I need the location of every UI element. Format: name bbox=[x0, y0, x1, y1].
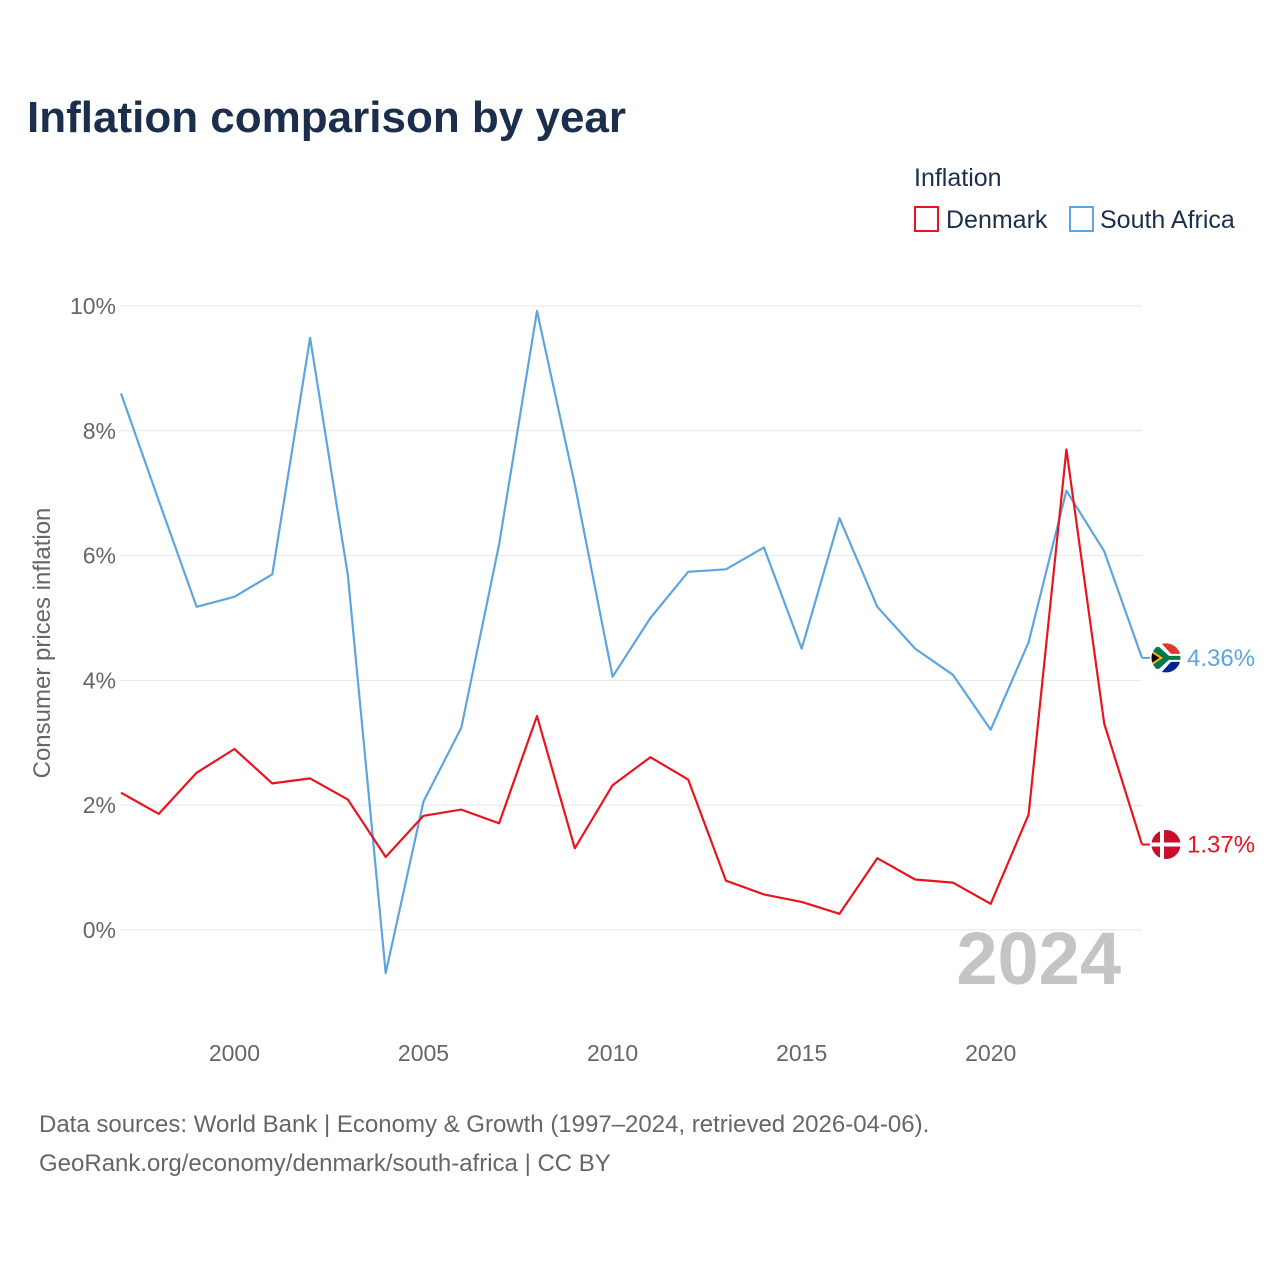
denmark-flag-icon bbox=[1150, 829, 1182, 861]
y-axis-ticks: 0% 2% 4% 6% 8% 10% bbox=[70, 293, 116, 943]
legend-title: Inflation bbox=[914, 164, 1002, 192]
legend: Inflation Denmark South Africa bbox=[914, 164, 1235, 234]
end-markers: 4.36% 1.37% bbox=[1150, 642, 1255, 861]
y-tick-label: 2% bbox=[83, 792, 116, 818]
url-line: GeoRank.org/economy/denmark/south-africa… bbox=[39, 1150, 611, 1177]
y-tick-label: 0% bbox=[83, 917, 116, 943]
x-tick-label: 2020 bbox=[965, 1040, 1016, 1066]
legend-item-south-africa[interactable]: South Africa bbox=[1069, 206, 1235, 234]
series-lines bbox=[119, 309, 1150, 975]
series-line-south-africa[interactable] bbox=[119, 309, 1144, 975]
chart-title: Inflation comparison by year bbox=[27, 93, 626, 142]
legend-label-south-africa: South Africa bbox=[1100, 206, 1235, 234]
x-tick-label: 2015 bbox=[776, 1040, 827, 1066]
year-watermark: 2024 bbox=[956, 917, 1121, 1000]
y-tick-label: 8% bbox=[83, 418, 116, 444]
legend-swatch-south-africa bbox=[1069, 206, 1094, 232]
source-line: Data sources: World Bank | Economy & Gro… bbox=[39, 1111, 929, 1138]
y-tick-label: 10% bbox=[70, 293, 116, 319]
legend-label-denmark: Denmark bbox=[946, 206, 1048, 234]
series-line-denmark[interactable] bbox=[120, 448, 1144, 915]
y-axis-title: Consumer prices inflation bbox=[29, 508, 56, 779]
legend-item-denmark[interactable]: Denmark bbox=[914, 206, 1048, 234]
south-africa-flag-icon bbox=[1150, 642, 1182, 674]
end-label-denmark: 1.37% bbox=[1187, 832, 1255, 859]
grid-lines bbox=[120, 305, 1142, 931]
x-axis-ticks: 2000 2005 2010 2015 2020 bbox=[209, 1040, 1016, 1066]
x-tick-label: 2010 bbox=[587, 1040, 638, 1066]
x-tick-label: 2000 bbox=[209, 1040, 260, 1066]
legend-swatch-denmark bbox=[914, 206, 939, 232]
end-label-south-africa: 4.36% bbox=[1187, 645, 1255, 672]
x-tick-label: 2005 bbox=[398, 1040, 449, 1066]
y-tick-label: 6% bbox=[83, 543, 116, 569]
y-tick-label: 4% bbox=[83, 667, 116, 693]
